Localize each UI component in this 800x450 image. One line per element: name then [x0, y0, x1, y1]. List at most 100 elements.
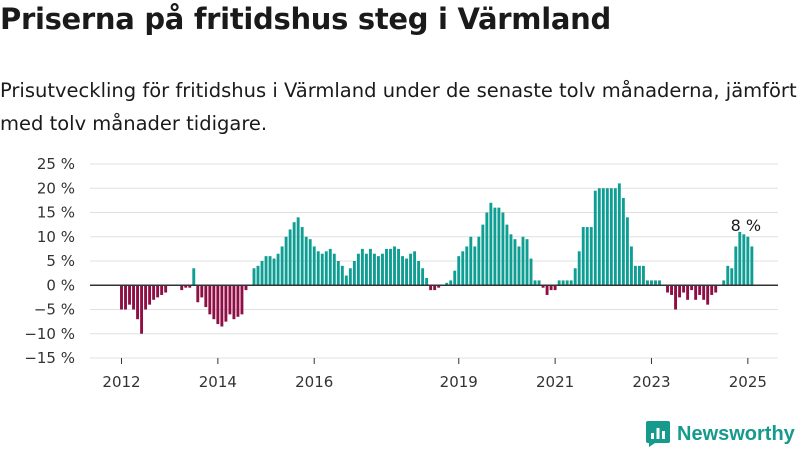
bar-2015-10 — [300, 227, 304, 286]
bar-2014-08 — [244, 285, 248, 291]
bar-2019-07 — [481, 224, 485, 286]
bar-2013-12 — [212, 285, 216, 320]
bar-2018-05 — [425, 277, 429, 286]
bar-2017-10 — [397, 248, 400, 286]
x-tick-label: 2012 — [102, 373, 140, 391]
bar-2019-11 — [497, 207, 501, 286]
bar-2022-09 — [633, 265, 637, 286]
bar-2020-05 — [521, 236, 525, 286]
bar-2024-09 — [730, 268, 734, 286]
bar-2016-11 — [352, 261, 356, 286]
bar-2021-09 — [585, 227, 589, 286]
bar-2024-04 — [710, 285, 714, 295]
x-tick-label: 2025 — [729, 373, 767, 391]
x-tick-label: 2023 — [632, 373, 670, 391]
bar-2016-05 — [328, 248, 332, 286]
bar-2021-10 — [589, 227, 593, 286]
bar-2021-06 — [573, 268, 577, 286]
bar-2014-04 — [228, 285, 232, 315]
bar-2017-12 — [405, 258, 409, 286]
bar-2021-05 — [569, 280, 573, 286]
bar-2020-11 — [545, 285, 549, 295]
bar-2014-03 — [224, 285, 228, 322]
bars — [120, 183, 754, 334]
bar-2021-07 — [577, 251, 581, 286]
bar-2013-11 — [208, 285, 212, 315]
bar-2021-12 — [597, 188, 601, 286]
bar-2016-09 — [344, 275, 348, 286]
bar-2013-09 — [200, 285, 204, 298]
bar-2022-04 — [613, 188, 617, 286]
bar-2013-08 — [196, 285, 200, 303]
bar-2021-04 — [565, 280, 569, 286]
bar-2024-10 — [734, 246, 738, 286]
bar-2017-06 — [381, 253, 384, 286]
bar-2020-06 — [525, 239, 529, 286]
brand-logo: Newsworthy — [645, 420, 795, 448]
brand-name: Newsworthy — [677, 422, 795, 445]
bar-2019-09 — [489, 202, 493, 286]
bar-2016-04 — [324, 251, 328, 286]
bar-2016-12 — [356, 253, 360, 286]
bar-2013-04 — [180, 285, 184, 291]
bar-2014-11 — [256, 265, 260, 286]
bar-2024-03 — [706, 285, 710, 305]
bar-2015-11 — [304, 236, 308, 286]
bar-2014-05 — [232, 285, 236, 320]
chart-subtitle: Prisutveckling för fritidshus i Värmland… — [0, 79, 797, 135]
bar-2023-03 — [658, 280, 661, 286]
bar-2024-07 — [722, 280, 726, 286]
y-tick-label: 10 % — [37, 228, 75, 246]
bar-2024-05 — [714, 285, 718, 293]
bar-2015-02 — [268, 256, 272, 286]
bar-2018-08 — [437, 285, 441, 288]
bar-2014-01 — [216, 285, 220, 325]
bar-2023-06 — [670, 285, 673, 295]
y-tick-label: 15 % — [37, 204, 75, 222]
bar-2022-02 — [605, 188, 609, 286]
annotations: 8 % — [731, 216, 761, 235]
bar-2015-06 — [284, 236, 288, 286]
bar-2012-05 — [136, 285, 139, 320]
bar-2018-10 — [445, 282, 449, 286]
bar-2016-08 — [340, 265, 344, 286]
bar-2020-03 — [513, 239, 517, 286]
bar-2012-12 — [164, 285, 168, 293]
y-tick-label: 0 % — [46, 276, 75, 294]
bar-2016-07 — [336, 261, 340, 286]
bar-2024-02 — [702, 285, 706, 300]
x-tick-label: 2021 — [536, 373, 574, 391]
bar-2013-05 — [184, 285, 188, 288]
bar-2022-11 — [642, 265, 645, 286]
bar-2015-01 — [264, 256, 268, 286]
bar-2019-04 — [469, 236, 473, 286]
newsworthy-logo-icon — [646, 421, 670, 447]
bar-2014-07 — [240, 285, 244, 315]
bar-2018-06 — [429, 285, 433, 291]
x-axis: 2012 2014 2016 2019 2021 2023 2025 — [102, 358, 767, 391]
bar-2025-01 — [746, 236, 750, 286]
bar-2023-05 — [666, 285, 669, 293]
bar-2016-02 — [316, 251, 320, 286]
bar-2023-01 — [650, 280, 653, 286]
bar-2017-07 — [385, 248, 388, 286]
bar-2012-01 — [120, 285, 123, 310]
bar-2022-07 — [625, 217, 629, 286]
bar-2020-07 — [529, 258, 533, 286]
bar-2023-08 — [678, 285, 682, 298]
x-tick-label: 2016 — [295, 373, 333, 391]
bar-2023-09 — [682, 285, 686, 293]
bar-2020-10 — [541, 285, 545, 288]
bar-2016-03 — [320, 253, 324, 286]
bar-2019-02 — [461, 251, 465, 286]
bar-2021-11 — [593, 190, 597, 286]
bar-2019-03 — [465, 246, 469, 286]
bar-2024-12 — [742, 234, 746, 286]
bar-2019-06 — [477, 236, 481, 286]
bar-2019-01 — [457, 256, 461, 286]
bar-2017-11 — [401, 256, 404, 286]
bar-2020-12 — [549, 285, 553, 291]
bar-2023-02 — [654, 280, 657, 286]
x-tick-label: 2014 — [199, 373, 237, 391]
bar-2018-02 — [413, 251, 417, 286]
